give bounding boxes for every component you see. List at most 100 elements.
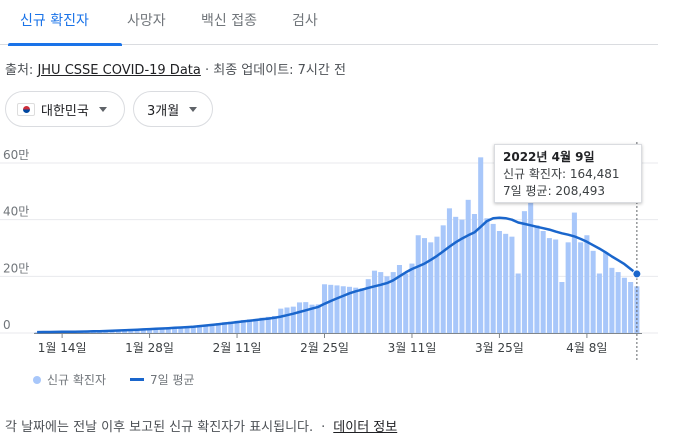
tab-tests[interactable]: 검사 [292,13,318,29]
case-bar [615,272,621,333]
case-bar [278,308,284,333]
data-info-link[interactable]: 데이터 정보 [333,420,398,435]
case-bar [128,329,134,333]
case-bar [296,302,303,333]
x-tick-label: 3월 25일 [475,341,524,355]
average-line [37,216,638,334]
case-bar [272,316,278,333]
case-bar [390,272,396,333]
case-bar [590,250,596,333]
tooltip-average: 7일 평균: 208,493 [503,184,606,198]
source-prefix: 출처: [5,63,38,78]
case-bar [309,304,315,333]
case-bar [359,288,365,333]
country-label: 대한민국 [41,103,89,119]
y-tick-label: 60만 [3,148,29,162]
case-bar [496,231,502,333]
case-bar [178,327,184,333]
tab-vaccination[interactable]: 백신 접종 [201,13,257,29]
x-tick-label: 1월 28일 [125,341,174,355]
y-tick-label: 20만 [3,261,29,275]
case-bar [634,286,640,333]
legend-line-swatch [130,378,145,381]
case-bar [509,236,515,333]
x-tick-label: 3월 11일 [388,341,437,355]
case-bar [403,273,409,333]
cases-chart[interactable]: 0 20만 40만 60만 1월 14일 1월 28일 2월 11일 2월 25일 3월 11일… [0,140,670,365]
footer-separator: · [321,420,326,435]
case-bar [578,242,584,333]
case-bar [159,328,165,333]
case-bar [428,242,434,333]
case-bar [628,282,634,333]
case-bar [603,252,609,333]
case-bar [459,219,465,333]
case-bar [434,236,440,333]
case-bar [197,325,203,333]
caret-down-icon [189,106,198,112]
legend-bars-label: 신규 확진자 [47,373,107,387]
case-bar [534,225,540,333]
case-bar [515,273,521,333]
case-bar [571,212,577,333]
legend-line-label: 7일 평균 [150,373,195,387]
period-dropdown[interactable]: 3개월 [133,91,213,127]
case-bar [328,284,334,333]
case-bar [584,235,590,333]
case-bar [371,270,378,333]
case-bar [409,263,415,333]
case-bar [353,287,359,333]
case-bar [165,327,171,333]
case-bar [384,276,390,333]
case-bar [240,319,246,333]
case-bar [521,211,527,333]
case-bar [203,324,209,333]
case-bar [621,277,627,333]
legend-bar-swatch [33,375,41,384]
case-bar [446,208,452,333]
case-bar [228,321,234,333]
case-bar [465,199,471,333]
tooltip-date: 2022년 4월 9일 [503,150,595,164]
case-bar [471,214,477,333]
case-bar [546,238,552,333]
case-bar [415,235,421,333]
case-bar [234,320,240,333]
case-bar [215,323,221,333]
source-link[interactable]: JHU CSSE COVID-19 Data [37,63,201,78]
source-line: 출처: JHU CSSE COVID-19 Data · 최종 업데이트: 7시… [5,59,346,78]
case-bar [172,327,178,333]
case-bar [303,302,309,333]
case-bar [253,318,259,333]
case-bar [453,216,459,333]
tooltip-cases: 신규 확진자: 164,481 [503,167,620,181]
case-bar [609,267,615,333]
case-bar [490,223,496,333]
case-bar [365,279,371,333]
case-bar [596,273,602,333]
case-bar [440,225,446,333]
case-bar [153,328,159,333]
case-bar [334,285,340,333]
chart-legend: 신규 확진자 7일 평균 [33,371,195,388]
case-bar [134,329,140,333]
country-dropdown[interactable]: 대한민국 [5,91,125,127]
caret-down-icon [98,106,107,112]
period-label: 3개월 [147,103,180,119]
x-tick-label: 1월 14일 [38,341,87,355]
case-bar [321,284,328,333]
case-bar [528,194,534,333]
korea-flag-icon [17,102,35,116]
case-bar [259,317,265,333]
case-bar [378,272,384,333]
case-bar [340,286,346,333]
case-bar [184,326,190,333]
tab-deaths[interactable]: 사망자 [127,13,166,29]
case-bar [315,304,321,333]
case-bar [421,238,427,333]
tab-new-cases[interactable]: 신규 확진자 [8,0,122,46]
case-bar [265,316,271,333]
y-tick-label: 0 [3,318,11,332]
case-bar [290,306,296,333]
case-bar [284,307,290,333]
